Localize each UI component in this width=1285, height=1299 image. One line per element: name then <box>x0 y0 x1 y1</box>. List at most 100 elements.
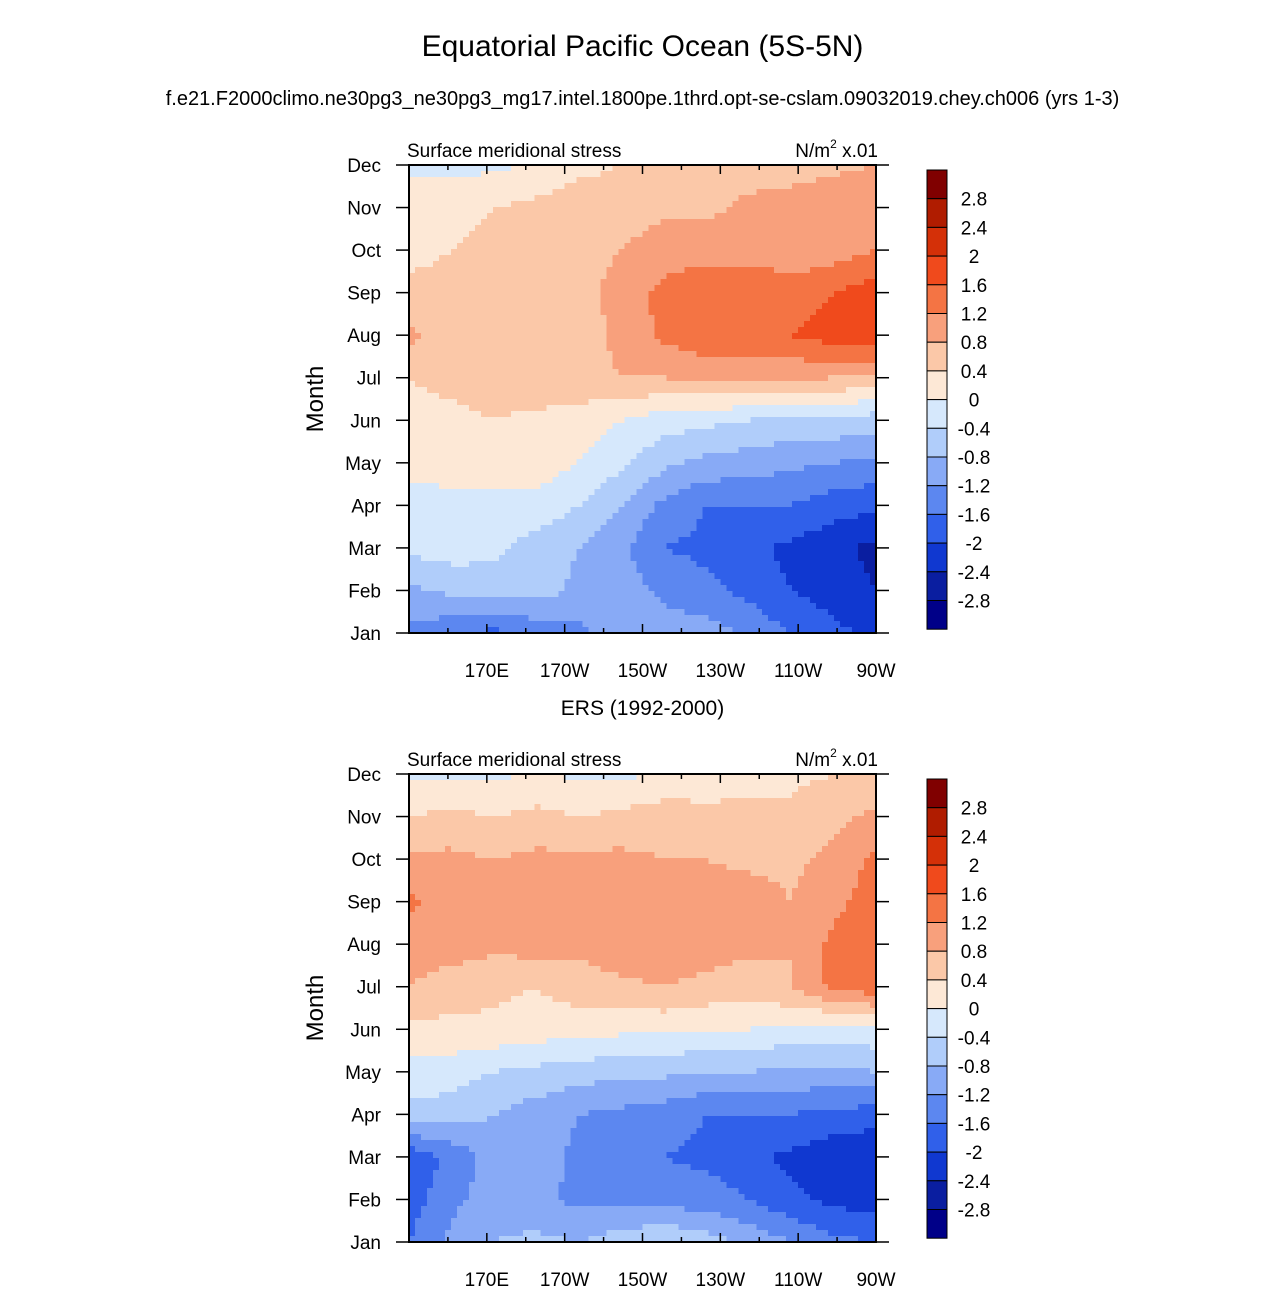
heatmap-cell <box>762 465 769 472</box>
heatmap-cell <box>558 519 566 526</box>
heatmap-cell <box>426 495 434 502</box>
heatmap-cell <box>660 165 668 172</box>
heatmap-cell <box>714 411 721 418</box>
heatmap-cell <box>420 345 428 352</box>
heatmap-cell <box>504 477 512 484</box>
heatmap-cell <box>828 345 835 352</box>
heatmap-cell <box>768 333 775 340</box>
heatmap-cell <box>702 513 709 520</box>
heatmap-cell <box>612 309 620 316</box>
heatmap-cell <box>798 291 805 298</box>
heatmap-cell <box>762 243 769 250</box>
heatmap-cell <box>558 435 566 442</box>
heatmap-cell <box>822 435 829 442</box>
heatmap-cell <box>750 441 757 448</box>
heatmap-cell <box>558 507 566 514</box>
heatmap-cell <box>684 315 691 322</box>
heatmap-cell <box>642 369 650 376</box>
heatmap-cell <box>714 531 721 538</box>
heatmap-cell <box>498 411 506 418</box>
heatmap-cell <box>420 273 428 280</box>
heatmap-cell <box>750 195 757 202</box>
heatmap-cell <box>768 411 775 418</box>
heatmap-cell <box>462 213 470 220</box>
heatmap-cell <box>606 171 614 178</box>
heatmap-cell <box>468 237 476 244</box>
heatmap-cell <box>666 309 674 316</box>
heatmap-cell <box>498 507 506 514</box>
heatmap-cell <box>486 507 494 514</box>
heatmap-cell <box>474 423 482 430</box>
heatmap-cell <box>558 357 566 364</box>
heatmap-cell <box>552 297 560 304</box>
heatmap-cell <box>864 333 871 340</box>
heatmap-cell <box>648 327 656 334</box>
heatmap-cell <box>684 345 691 352</box>
heatmap-cell <box>720 243 727 250</box>
heatmap-cell <box>570 231 578 238</box>
heatmap-cell <box>708 495 715 502</box>
heatmap-cell <box>732 363 739 370</box>
heatmap-cell <box>600 531 608 538</box>
heatmap-cell <box>774 219 781 226</box>
heatmap-cell <box>576 165 584 172</box>
heatmap-cell <box>840 525 847 532</box>
heatmap-cell <box>618 273 626 280</box>
heatmap-cell <box>840 291 847 298</box>
heatmap-cell <box>426 303 434 310</box>
heatmap-cell <box>444 447 452 454</box>
heatmap-cell <box>714 501 721 508</box>
heatmap-cell <box>858 387 865 394</box>
heatmap-cell <box>756 501 763 508</box>
heatmap-cell <box>708 513 715 520</box>
heatmap-cell <box>564 255 572 262</box>
heatmap-cell <box>840 537 847 544</box>
heatmap-cell <box>522 351 530 358</box>
heatmap-cell <box>612 459 620 466</box>
heatmap-cell <box>744 237 751 244</box>
heatmap-cell <box>414 501 422 508</box>
heatmap-cell <box>726 519 733 526</box>
heatmap-cell <box>480 501 488 508</box>
heatmap-cell <box>558 429 566 436</box>
heatmap-cell <box>684 375 691 382</box>
heatmap-cell <box>792 441 799 448</box>
heatmap-cell <box>840 483 847 490</box>
heatmap-cell <box>630 483 638 490</box>
heatmap-cell <box>480 339 488 346</box>
heatmap-cell <box>804 273 811 280</box>
heatmap-cell <box>540 393 548 400</box>
heatmap-cell <box>726 177 733 184</box>
heatmap-cell <box>816 333 823 340</box>
heatmap-cell <box>600 507 608 514</box>
heatmap-cell <box>666 423 674 430</box>
heatmap-cell <box>612 219 620 226</box>
heatmap-cell <box>720 501 727 508</box>
heatmap-cell <box>726 435 733 442</box>
heatmap-cell <box>654 507 662 514</box>
heatmap-cell <box>426 519 434 526</box>
heatmap-cell <box>618 171 626 178</box>
heatmap-cell <box>762 525 769 532</box>
heatmap-cell <box>450 285 458 292</box>
heatmap-cell <box>420 183 428 190</box>
heatmap-cell <box>654 213 662 220</box>
heatmap-cell <box>654 429 662 436</box>
heatmap-cell <box>492 255 500 262</box>
heatmap-cell <box>534 237 542 244</box>
heatmap-cell <box>642 189 650 196</box>
heatmap-cell <box>522 201 530 208</box>
heatmap-cell <box>516 219 524 226</box>
heatmap-cell <box>570 387 578 394</box>
heatmap-cell <box>409 429 416 436</box>
heatmap-cell <box>558 351 566 358</box>
heatmap-cell <box>636 357 644 364</box>
heatmap-cell <box>798 285 805 292</box>
heatmap-cell <box>774 315 781 322</box>
heatmap-cell <box>606 483 614 490</box>
heatmap-cell <box>762 189 769 196</box>
heatmap-cell <box>804 483 811 490</box>
heatmap-cell <box>696 405 703 412</box>
heatmap-cell <box>600 435 608 442</box>
heatmap-cell <box>540 273 548 280</box>
